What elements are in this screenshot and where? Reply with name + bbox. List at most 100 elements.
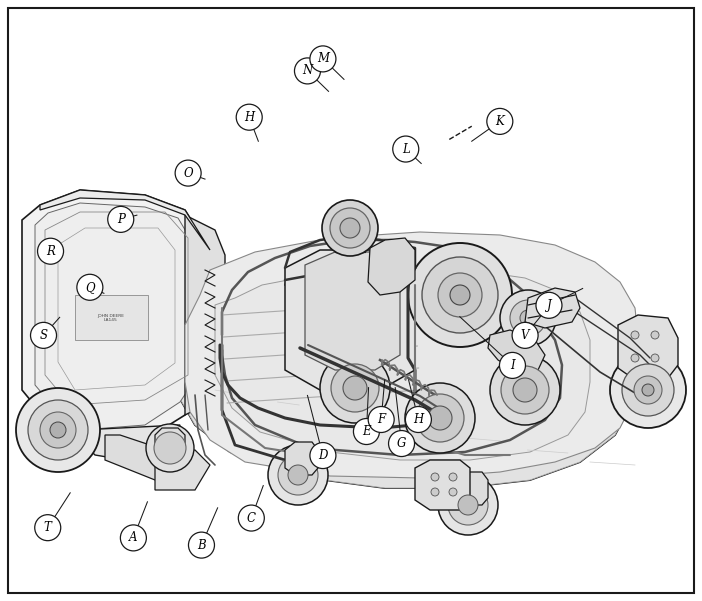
Text: B: B [197,538,206,552]
Circle shape [77,274,103,300]
Circle shape [536,292,562,319]
Text: C: C [247,511,256,525]
Text: J: J [547,299,551,312]
Polygon shape [525,288,580,328]
Circle shape [651,331,659,339]
Circle shape [30,322,57,349]
Circle shape [622,364,674,416]
Circle shape [294,58,321,84]
Circle shape [278,455,318,495]
Circle shape [490,355,560,425]
Circle shape [520,310,536,326]
Polygon shape [155,450,210,490]
Circle shape [642,384,654,396]
Circle shape [631,354,639,362]
Circle shape [500,290,556,346]
Circle shape [320,353,390,423]
Polygon shape [22,190,210,445]
Circle shape [486,108,513,135]
Circle shape [236,104,263,130]
Text: M: M [317,52,329,66]
Text: V: V [521,329,529,342]
Circle shape [343,376,367,400]
Circle shape [154,432,186,464]
Circle shape [428,406,452,430]
Circle shape [416,394,464,442]
Text: F: F [377,413,385,426]
Polygon shape [215,268,590,460]
Text: D: D [318,449,328,462]
Circle shape [438,475,498,535]
Circle shape [175,160,201,186]
Text: JOHN DEERE LA145: JOHN DEERE LA145 [84,313,137,323]
Circle shape [422,257,498,333]
Circle shape [368,406,395,433]
Circle shape [651,354,659,362]
Polygon shape [80,425,180,465]
Polygon shape [175,375,635,488]
Circle shape [107,206,134,233]
Circle shape [28,400,88,460]
Circle shape [288,465,308,485]
Text: O: O [183,166,193,180]
Circle shape [310,46,336,72]
Polygon shape [40,190,210,250]
Circle shape [120,525,147,551]
Text: N: N [303,64,312,78]
Polygon shape [455,472,488,505]
Circle shape [431,473,439,481]
Text: I: I [510,359,515,372]
Circle shape [268,445,328,505]
Circle shape [340,218,360,238]
Polygon shape [185,215,225,415]
Circle shape [510,300,546,336]
Circle shape [450,285,470,305]
Circle shape [146,424,194,472]
Text: H: H [244,111,254,124]
Circle shape [513,378,537,402]
Circle shape [405,383,475,453]
Circle shape [408,243,512,347]
Circle shape [501,366,549,414]
Circle shape [322,200,378,256]
Circle shape [310,442,336,469]
Polygon shape [415,460,470,510]
Circle shape [448,485,488,525]
Circle shape [353,418,380,445]
Circle shape [34,514,61,541]
Polygon shape [185,232,640,478]
Text: P: P [117,213,125,226]
Circle shape [431,488,439,496]
Text: H: H [413,413,423,426]
Circle shape [631,331,639,339]
Circle shape [188,532,215,558]
Circle shape [449,488,457,496]
Text: Q: Q [85,281,95,294]
Circle shape [388,430,415,457]
Text: S: S [39,329,48,342]
Polygon shape [105,435,165,480]
Text: JOHN DEERE
LA145: JOHN DEERE LA145 [98,314,124,322]
Polygon shape [75,295,148,340]
Polygon shape [155,428,185,458]
Circle shape [392,136,419,162]
Text: G: G [397,437,406,450]
Text: R: R [46,245,55,258]
Circle shape [512,322,538,349]
Polygon shape [368,238,415,295]
Polygon shape [285,442,318,475]
Circle shape [330,208,370,248]
Polygon shape [285,250,415,390]
Text: L: L [402,142,410,156]
Circle shape [449,473,457,481]
Circle shape [499,352,526,379]
Circle shape [458,495,478,515]
Text: T: T [44,521,52,534]
Circle shape [438,273,482,317]
Text: K: K [496,115,504,128]
Polygon shape [335,230,365,252]
Circle shape [16,388,100,472]
Polygon shape [618,315,678,382]
Polygon shape [175,242,640,488]
Circle shape [238,505,265,531]
